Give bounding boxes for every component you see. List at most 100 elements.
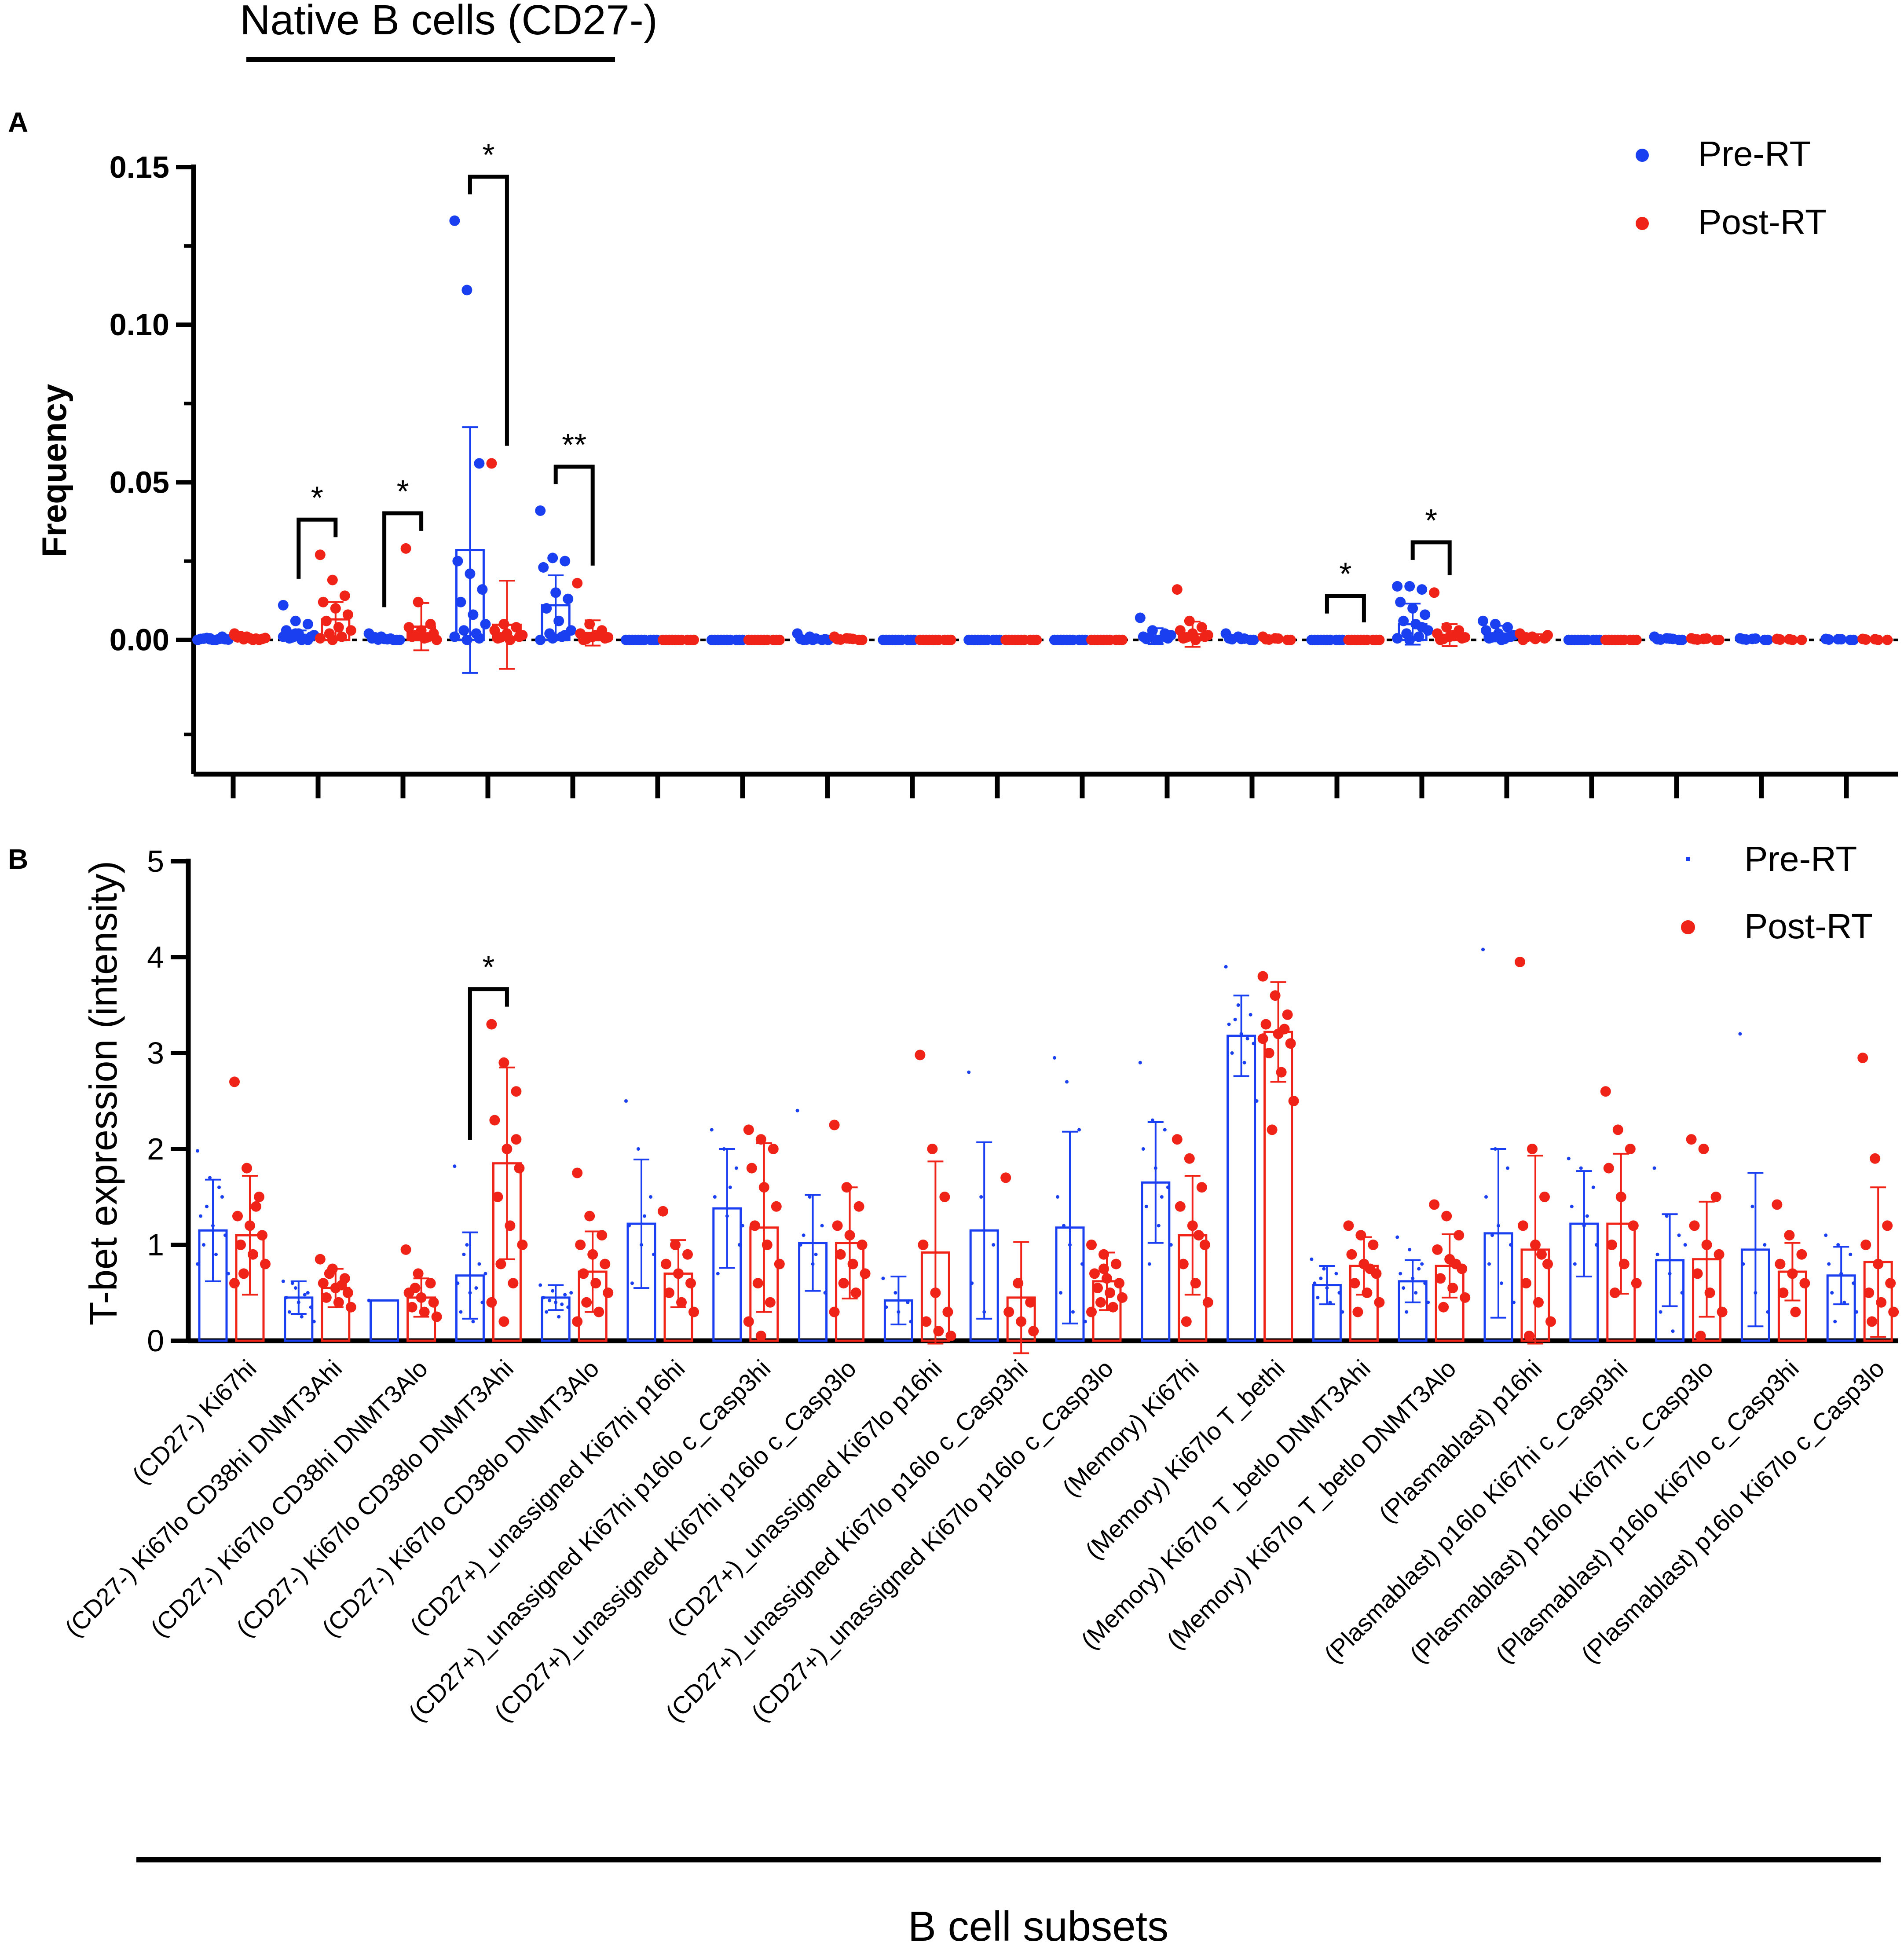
data-point (1352, 1306, 1363, 1317)
panel-b-bars (198, 981, 1893, 1354)
data-point (716, 1272, 720, 1276)
data-point (857, 634, 868, 645)
data-point (1395, 596, 1406, 607)
data-point (624, 1099, 628, 1103)
data-point (1447, 1283, 1458, 1294)
y-tick-label: 0.15 (110, 150, 169, 184)
data-point (1692, 1268, 1703, 1279)
data-point (1224, 965, 1228, 969)
data-point (1790, 1306, 1801, 1317)
data-point (199, 1214, 202, 1218)
data-point (590, 1278, 601, 1289)
panel-b-category-labels: (CD27-) Ki67hi(CD27-) Ki67lo CD38hi DNMT… (59, 1354, 1890, 1727)
data-point (992, 1243, 996, 1247)
data-point (1031, 634, 1042, 645)
data-point (1429, 1199, 1440, 1210)
data-point (1273, 633, 1284, 644)
data-point (1227, 634, 1238, 645)
data-point (1402, 1286, 1406, 1290)
data-point (1867, 1316, 1878, 1327)
panel-a-significance: * ****** (297, 138, 1452, 622)
data-point (1316, 1295, 1320, 1299)
data-point (327, 634, 338, 645)
data-point (1481, 947, 1485, 951)
data-point (1117, 1292, 1128, 1303)
data-point (553, 615, 564, 626)
panel-b-letter: B (8, 843, 28, 875)
data-point (734, 1166, 738, 1170)
data-point (290, 628, 301, 639)
data-point (1618, 634, 1629, 645)
data-point (318, 1278, 329, 1289)
data-point (1772, 1199, 1783, 1210)
data-point (597, 1230, 608, 1241)
data-point (630, 634, 641, 645)
data-point (921, 1316, 932, 1327)
data-point (205, 1204, 209, 1208)
y-tick-label: 0.00 (110, 623, 169, 657)
data-point (1315, 634, 1326, 645)
data-point (1796, 1249, 1807, 1260)
data-point (593, 1306, 604, 1317)
data-point (1714, 634, 1725, 645)
data-point (587, 1249, 598, 1260)
data-point (477, 584, 488, 595)
data-point (942, 1306, 953, 1317)
data-point (743, 1316, 754, 1327)
data-point (303, 1293, 307, 1297)
data-point (465, 568, 476, 579)
bar (370, 1299, 399, 1342)
data-point (1028, 1326, 1039, 1337)
data-point (1689, 1220, 1700, 1231)
data-point (333, 622, 344, 633)
data-point (600, 1258, 611, 1269)
data-point (970, 1281, 974, 1285)
data-point (1239, 633, 1250, 644)
data-point (1068, 1243, 1072, 1247)
data-point (563, 593, 574, 604)
data-point (342, 609, 353, 620)
data-point (1655, 1252, 1659, 1256)
data-point (630, 1281, 634, 1285)
data-point (1487, 632, 1498, 643)
data-point (1750, 633, 1761, 644)
data-point (1172, 584, 1183, 595)
data-point (453, 1164, 457, 1168)
data-point (1242, 1061, 1246, 1064)
data-point (1398, 615, 1409, 626)
panel-b-chart: T-bet expression (intensity) 0 1 2 3 4 5 * (C… (59, 839, 1899, 1727)
data-point (248, 1249, 258, 1260)
data-point (710, 1128, 714, 1132)
data-point (1260, 1019, 1271, 1030)
data-point (740, 1224, 744, 1228)
category-label: (Plasmablast) p16lo Ki67lo c_Casp3lo (1576, 1354, 1890, 1668)
legend-a-pre-label: Pre-RT (1698, 134, 1811, 173)
data-point (1585, 1214, 1589, 1218)
legend-b-pre-marker (1686, 857, 1690, 861)
data-point (1573, 1262, 1577, 1266)
data-point (933, 634, 944, 645)
data-point (1665, 1214, 1669, 1218)
y-tick-label: 5 (147, 844, 164, 878)
legend-b-pre-label: Pre-RT (1744, 839, 1857, 878)
data-point (637, 1147, 640, 1151)
panel-b-legend: Pre-RT Post-RT (1681, 839, 1873, 946)
data-point (309, 1305, 313, 1309)
data-point (1365, 1263, 1376, 1274)
data-point (1873, 1258, 1884, 1269)
data-point (505, 634, 516, 645)
data-point (400, 1244, 411, 1255)
data-point (640, 1243, 643, 1247)
data-point (1181, 632, 1192, 643)
data-point (315, 549, 326, 560)
panel-b-points (196, 947, 1899, 1342)
data-point (1310, 1257, 1314, 1261)
data-point (1484, 1195, 1488, 1199)
data-point (403, 622, 414, 633)
data-point (1184, 1153, 1195, 1164)
data-point (1355, 1230, 1366, 1241)
data-point (1263, 634, 1274, 645)
data-point (725, 634, 736, 645)
data-point (306, 1291, 310, 1295)
data-point (1414, 1291, 1418, 1295)
